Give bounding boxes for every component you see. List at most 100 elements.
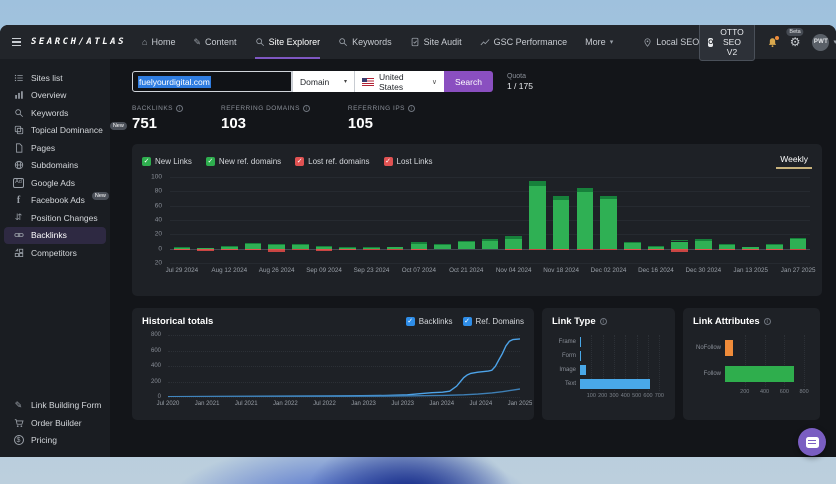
bar-segment: [647, 246, 665, 249]
bell-icon[interactable]: [767, 35, 779, 48]
legend-item-new-links[interactable]: ✓ New Links: [142, 156, 192, 166]
bar-segment: [386, 247, 404, 249]
bar-segment: [552, 199, 570, 249]
grid-icon: [13, 247, 24, 258]
stat-value: 103: [221, 115, 247, 132]
legend-item-new-ref-domains[interactable]: ✓ New ref. domains: [205, 156, 282, 166]
legend-item-backlinks[interactable]: ✓ Backlinks: [405, 317, 453, 326]
stat-value: 105: [347, 115, 373, 132]
menu-icon[interactable]: [12, 37, 21, 47]
sidebar-item-label: Backlinks: [31, 230, 67, 241]
hbar-row-frame: Frame: [552, 335, 665, 349]
sidebar-item-order-builder[interactable]: Order Builder: [4, 414, 106, 432]
bar-segment: [695, 248, 712, 250]
legend-item-lost-links[interactable]: ✓ Lost Links: [383, 156, 433, 166]
nav-item-site-explorer[interactable]: Site Explorer: [254, 25, 321, 59]
nav-item-more[interactable]: More ▾: [585, 25, 613, 59]
checkbox-checked-icon: ✓: [462, 317, 472, 326]
info-icon[interactable]: i: [176, 105, 183, 112]
bar-segment: [789, 237, 807, 240]
link-attributes-title: Link Attributes: [693, 316, 760, 327]
chevron-down-icon: ▾: [343, 79, 347, 85]
sidebar-item-label: Pricing: [31, 435, 57, 446]
bar-segment: [244, 248, 262, 250]
gear-icon[interactable]: ⚙: [789, 35, 801, 49]
hbar-label: Text: [564, 381, 576, 387]
stat-label: REFERRING DOMAINS i: [221, 105, 310, 112]
info-icon[interactable]: i: [302, 105, 310, 112]
info-icon[interactable]: i: [599, 318, 607, 325]
hbar-row-nofollow: NoFollow: [693, 335, 810, 361]
nav-item-home[interactable]: ⌂ Home: [142, 25, 175, 59]
legend-item-ref-domains[interactable]: ✓ Ref. Domains: [462, 317, 524, 326]
sidebar: Sites list Overview Keywords Topical Domina…: [0, 59, 127, 457]
bar-segment: [292, 249, 309, 251]
bar-segment: [268, 250, 285, 252]
bar-segment: [671, 248, 688, 251]
sidebar-item-backlinks[interactable]: Backlinks: [4, 226, 106, 244]
bar-segment: [458, 240, 475, 243]
sidebar-item-link-building-form[interactable]: ✎ Link Building Form: [4, 397, 106, 415]
historical-legend: ✓ Backlinks ✓ Ref. Domains: [405, 317, 524, 326]
search-type-select[interactable]: Domain ▾: [292, 71, 354, 92]
bar-segment: [600, 249, 617, 251]
checkbox-checked-icon: ✓: [383, 156, 393, 166]
user-menu[interactable]: PWT ▾: [812, 33, 836, 51]
sidebar-item-google-ads[interactable]: Ad Google Ads: [4, 174, 106, 192]
bar-segment: [173, 248, 191, 250]
sidebar-item-competitors[interactable]: Competitors: [4, 244, 106, 262]
sidebar-item-sites-list[interactable]: Sites list: [4, 69, 106, 87]
chat-bubble[interactable]: [798, 428, 826, 456]
local-seo-label: Local SEO: [656, 37, 700, 47]
sidebar-item-label: Order Builder: [31, 417, 82, 428]
sidebar-item-position-changes[interactable]: ⇵ Position Changes: [4, 209, 106, 227]
bar-segment: [695, 239, 712, 241]
weekly-tab[interactable]: Weekly: [776, 153, 812, 169]
country-select[interactable]: United States ∨: [354, 71, 444, 92]
bar-segment: [410, 248, 428, 250]
bar-segment: [220, 248, 238, 250]
historical-chart: 800 600 400 200 0 Jul 2020 Jan 2021 Jul 2021 Ja…: [142, 332, 532, 413]
bar-segment: [789, 248, 807, 250]
bar-segment: [197, 247, 214, 249]
bar-segment: [600, 199, 617, 249]
weekly-changes-card: ✓ New Links ✓ New ref. domains ✓ Lost ref. do…: [132, 144, 822, 296]
bar-segment: [363, 246, 380, 248]
bar-segment: [481, 240, 499, 249]
otto-seo-button[interactable]: O OTTO SEO V2: [699, 25, 755, 61]
bar-segment: [315, 245, 333, 247]
sidebar-item-pricing[interactable]: $ Pricing: [4, 432, 106, 450]
hbar-bar: [580, 337, 581, 347]
sidebar-item-topical-dominance[interactable]: Topical Dominance New: [4, 122, 127, 140]
us-flag-icon: [362, 77, 374, 86]
brand-logo[interactable]: SEARCH/ATLAS: [31, 37, 127, 47]
sidebar-item-keywords[interactable]: Keywords: [4, 104, 106, 122]
new-badge: New: [91, 192, 109, 201]
top-navigation: SEARCH/ATLAS ⌂ Home ✎ Content Site Explorer K…: [0, 25, 836, 61]
nav-item-label: Home: [151, 37, 176, 47]
info-icon[interactable]: i: [407, 105, 415, 112]
sidebar-item-subdomains[interactable]: Subdomains: [4, 157, 106, 175]
nav-item-local-seo[interactable]: Local SEO: [643, 25, 699, 59]
sidebar-item-label: Competitors: [31, 247, 77, 258]
bar-segment: [173, 247, 191, 249]
nav-item-content[interactable]: ✎ Content: [193, 25, 236, 59]
fb-icon: f: [16, 194, 21, 206]
sidebar-item-label: Overview: [31, 90, 67, 101]
nav-item-keywords[interactable]: Keywords: [338, 25, 392, 59]
app-window: SEARCH/ATLAS ⌂ Home ✎ Content Site Explorer K…: [0, 25, 836, 457]
search-input[interactable]: fuelyourdigital.com: [132, 71, 292, 92]
sidebar-item-facebook-ads[interactable]: f Facebook Ads New: [4, 192, 109, 210]
legend-item-lost-ref-domains[interactable]: ✓ Lost ref. domains: [295, 156, 370, 166]
bar-segment: [434, 243, 451, 245]
sidebar-item-overview[interactable]: Overview: [4, 87, 106, 105]
nav-item-gsc-performance[interactable]: GSC Performance: [480, 25, 567, 59]
bar-segment: [197, 248, 214, 251]
sidebar-item-label: Pages: [31, 142, 56, 153]
info-icon[interactable]: i: [763, 318, 771, 325]
sidebar-item-label: Sites list: [31, 72, 63, 83]
sidebar-item-pages[interactable]: Pages: [4, 139, 106, 157]
sidebar-item-label: Subdomains: [31, 160, 79, 171]
search-button[interactable]: Search: [444, 71, 493, 92]
nav-item-site-audit[interactable]: Site Audit: [410, 25, 462, 59]
